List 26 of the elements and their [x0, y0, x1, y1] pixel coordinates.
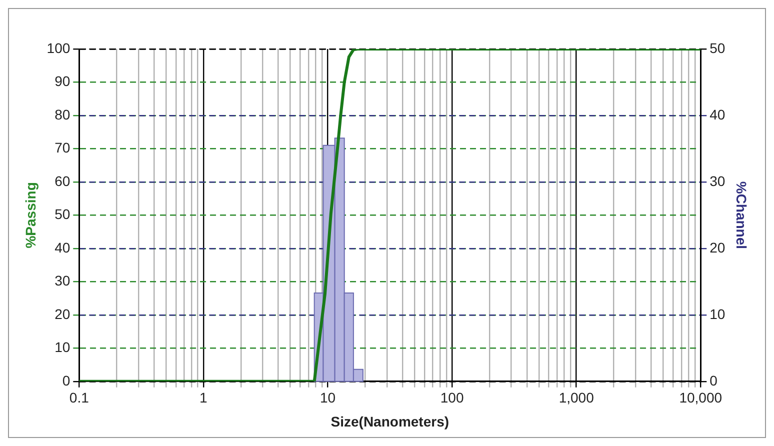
x-tick-label: 1	[200, 390, 208, 406]
y-tick-label: 100	[46, 40, 70, 56]
y2-tick-label: 0	[710, 372, 718, 388]
x-tick-label: 10,000	[679, 390, 722, 406]
y-tick-label: 70	[54, 140, 70, 156]
x-tick-label: 1,000	[558, 390, 594, 406]
y2-tick-label: 20	[710, 239, 726, 256]
y-tick-label: 60	[54, 172, 70, 189]
y-tick-label: 30	[54, 272, 70, 289]
x-tick-label: 10	[320, 390, 336, 406]
x-tick-label: 0.1	[69, 390, 90, 406]
x-tick-label: 100	[440, 390, 464, 406]
y-tick-label: 40	[54, 239, 70, 256]
x-axis-title: Size(Nanometers)	[330, 413, 450, 430]
y2-axis-title: %Channel	[734, 181, 750, 250]
y2-tick-label: 40	[710, 106, 726, 122]
y-tick-label: 0	[62, 372, 70, 388]
y-tick-label: 50	[54, 206, 70, 222]
y2-tick-label: 10	[710, 306, 726, 322]
y2-tick-label: 50	[710, 40, 726, 56]
y-tick-label: 80	[54, 106, 70, 122]
y-axis-title: %Passing	[22, 182, 38, 248]
y-tick-label: 20	[54, 306, 70, 322]
y-tick-label: 10	[54, 339, 70, 356]
y-tick-label: 90	[54, 73, 70, 90]
y2-tick-label: 30	[710, 172, 726, 189]
